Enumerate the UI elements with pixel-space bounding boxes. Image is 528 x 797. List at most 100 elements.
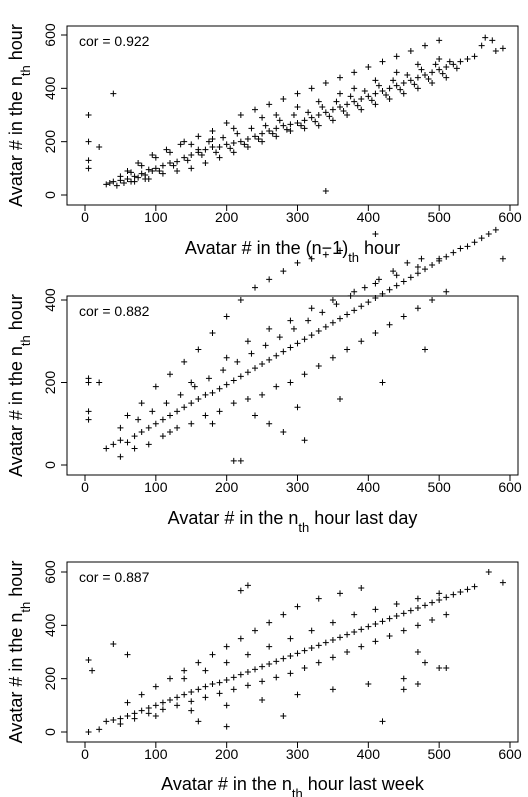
data-point	[96, 379, 103, 386]
data-point	[85, 416, 92, 423]
data-point	[124, 699, 131, 706]
data-point	[159, 416, 166, 423]
data-point	[414, 305, 421, 312]
data-point	[386, 286, 393, 293]
data-point	[400, 278, 407, 285]
data-point	[443, 288, 450, 295]
data-point	[482, 34, 489, 41]
data-point	[329, 319, 336, 326]
data-point	[308, 305, 315, 312]
data-point	[375, 82, 382, 89]
x-tick-label: 200	[215, 746, 239, 762]
data-point	[252, 365, 258, 372]
data-point	[400, 90, 407, 97]
data-point	[294, 104, 301, 110]
data-point	[230, 125, 237, 132]
data-point	[159, 699, 166, 706]
data-point	[333, 98, 340, 105]
data-point	[131, 445, 138, 452]
data-point	[443, 253, 450, 260]
data-point	[131, 178, 138, 185]
data-point	[414, 649, 421, 655]
data-point	[436, 37, 443, 44]
data-point	[305, 109, 312, 116]
data-point	[163, 146, 170, 153]
data-point	[354, 102, 361, 109]
data-point	[167, 371, 173, 378]
data-point	[400, 80, 407, 86]
data-point	[138, 707, 145, 714]
data-point	[216, 408, 223, 415]
data-point	[89, 667, 96, 674]
data-point	[301, 117, 308, 124]
data-point	[170, 162, 177, 169]
data-point	[436, 66, 443, 73]
data-point	[167, 697, 173, 703]
data-point	[188, 379, 195, 386]
data-point	[110, 90, 117, 97]
data-point	[390, 77, 397, 84]
data-point	[372, 638, 379, 645]
data-point	[390, 268, 397, 275]
data-point	[163, 400, 170, 407]
data-point	[499, 45, 506, 52]
plot-frame	[66, 561, 519, 743]
data-point	[305, 317, 312, 324]
data-point	[351, 629, 358, 635]
y-axis-label: Avatar # in the nth hour	[6, 561, 33, 744]
data-point	[386, 85, 393, 92]
data-point	[213, 149, 220, 156]
data-point	[333, 301, 340, 308]
data-point	[138, 400, 145, 407]
data-point	[252, 412, 258, 419]
data-point	[375, 276, 382, 283]
data-point	[372, 101, 379, 108]
data-point	[152, 420, 159, 427]
data-point	[450, 61, 457, 68]
data-point	[280, 96, 287, 102]
data-point	[365, 681, 372, 687]
data-point	[237, 138, 244, 145]
data-point	[252, 666, 258, 673]
data-point	[422, 346, 428, 353]
data-point	[315, 659, 322, 666]
data-point	[372, 294, 379, 301]
x-tick-label: 0	[81, 746, 89, 762]
data-point	[131, 433, 138, 440]
data-point	[492, 226, 499, 233]
data-point	[414, 61, 421, 68]
data-point	[450, 249, 457, 256]
data-point	[103, 445, 110, 452]
data-point	[223, 381, 230, 388]
data-point	[195, 659, 202, 666]
data-point	[273, 674, 280, 681]
data-point	[156, 168, 163, 174]
data-point	[280, 122, 287, 129]
data-point	[492, 48, 499, 54]
data-point	[404, 259, 411, 266]
data-point	[266, 420, 273, 427]
x-tick-label: 100	[144, 209, 168, 225]
data-points	[85, 569, 506, 735]
data-point	[223, 659, 230, 666]
data-point	[308, 114, 315, 121]
data-point	[308, 332, 315, 339]
data-point	[152, 383, 159, 390]
data-point	[471, 53, 478, 60]
data-point	[131, 173, 138, 180]
data-point	[393, 69, 400, 76]
data-point	[372, 90, 379, 97]
data-point	[287, 653, 294, 659]
data-point	[181, 691, 188, 698]
data-point	[280, 429, 287, 435]
data-point	[393, 53, 400, 60]
data-point	[202, 667, 209, 674]
data-point	[159, 170, 166, 177]
data-point	[174, 168, 181, 174]
data-point	[329, 297, 336, 303]
data-point	[209, 136, 216, 142]
data-point	[244, 338, 251, 345]
data-point	[259, 130, 266, 137]
y-tick-label: 0	[42, 728, 58, 736]
